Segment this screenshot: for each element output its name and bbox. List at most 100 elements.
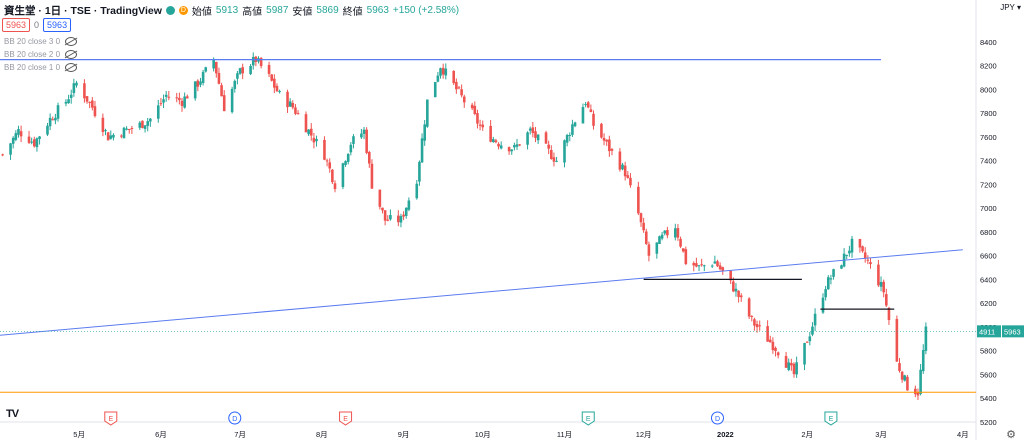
- settings-gear-icon[interactable]: ⚙: [1006, 429, 1016, 441]
- candle-body: [515, 144, 519, 147]
- candle-body: [215, 61, 218, 74]
- candle-body: [35, 138, 39, 148]
- event-label: D: [232, 416, 237, 423]
- candle-body: [304, 114, 308, 133]
- candle-body: [544, 132, 548, 144]
- candle-body: [27, 136, 31, 143]
- high-value: 5987: [266, 5, 289, 16]
- candle-body: [563, 140, 566, 163]
- candle-body: [17, 129, 20, 135]
- candle-body: [462, 96, 466, 103]
- sell-price-button[interactable]: 5963: [2, 18, 31, 32]
- candle-body: [531, 127, 535, 134]
- data-delay-icon[interactable]: D: [178, 6, 188, 15]
- candle-body: [826, 277, 830, 290]
- candle-body: [439, 68, 442, 76]
- candle-body: [381, 207, 384, 211]
- event-label: E: [829, 416, 834, 423]
- candle-body: [470, 104, 474, 109]
- candle-body: [589, 109, 593, 112]
- candle-body: [241, 67, 244, 74]
- candle-body: [19, 131, 23, 137]
- candle-body: [571, 124, 574, 135]
- indicator-legend-bb1[interactable]: BB 20 close 1 0: [4, 63, 78, 72]
- candle-body: [460, 89, 463, 96]
- candle-body: [666, 230, 669, 236]
- candle-body: [199, 81, 202, 85]
- symbol-title[interactable]: 資生堂 · 1日 · TSE · TradingView: [4, 5, 162, 17]
- y-tick-label: 5400: [980, 394, 997, 403]
- candle-body: [600, 123, 603, 138]
- candle-body: [185, 96, 189, 99]
- hidden-eye-icon[interactable]: [65, 50, 78, 59]
- candle-body: [766, 326, 769, 342]
- y-tick-label: 6200: [980, 299, 997, 308]
- candle-body: [146, 121, 150, 126]
- candle-body: [552, 157, 556, 162]
- candle-body: [259, 57, 263, 67]
- candle-body: [863, 252, 867, 259]
- x-tick-label: 2022: [717, 430, 734, 439]
- candle-body: [618, 151, 622, 170]
- candle-body: [402, 214, 405, 217]
- candle-body: [249, 65, 252, 75]
- candle-body: [534, 131, 537, 138]
- candle-body: [774, 347, 777, 352]
- candle-body: [697, 265, 701, 267]
- y-tick-label: 7400: [980, 157, 997, 166]
- candle-body: [866, 259, 870, 261]
- candle-body: [586, 102, 590, 108]
- candle-body: [861, 246, 864, 252]
- candle-body: [294, 107, 297, 114]
- candle-body: [138, 122, 142, 128]
- x-tick-label: 4月: [957, 430, 969, 439]
- earnings-event-icon: [104, 411, 118, 426]
- candle-body: [127, 128, 131, 130]
- close-value: 5963: [366, 5, 389, 16]
- hidden-eye-icon[interactable]: [65, 63, 78, 72]
- y-tick-label: 5600: [980, 370, 997, 379]
- y-tick-label: 8000: [980, 85, 997, 94]
- candle-body: [536, 134, 540, 141]
- low-value: 5869: [316, 5, 339, 16]
- currency-selector[interactable]: JPY ▾: [1000, 3, 1021, 12]
- candle-body: [54, 117, 57, 121]
- candle-body: [898, 363, 901, 371]
- indicator-legend-bb3[interactable]: BB 20 close 3 0: [4, 37, 78, 46]
- candle-body: [286, 91, 289, 108]
- candle-body: [386, 219, 390, 221]
- candle-body: [230, 88, 234, 113]
- candle-body: [787, 362, 791, 370]
- candle-body: [122, 127, 126, 139]
- candle-body: [768, 339, 772, 343]
- candle-body: [629, 177, 632, 186]
- candle-body: [204, 67, 208, 72]
- candle-body: [167, 96, 171, 98]
- candle-body: [389, 215, 392, 220]
- tradingview-logo-icon[interactable]: TV: [6, 408, 19, 420]
- candle-body: [676, 228, 680, 238]
- y-tick-label: 7200: [980, 180, 997, 189]
- candle-body: [637, 186, 640, 214]
- candle-body: [362, 129, 366, 134]
- market-open-icon: [165, 6, 175, 15]
- candle-body: [323, 139, 326, 160]
- buy-price-button[interactable]: 5963: [43, 18, 72, 32]
- candle-body: [349, 144, 353, 153]
- candle-body: [700, 264, 703, 266]
- candle-body: [378, 189, 382, 207]
- candle-body: [858, 238, 862, 248]
- candle-body: [278, 91, 281, 93]
- candle-body: [739, 295, 743, 298]
- candle-body: [491, 139, 495, 142]
- indicator-legend-bb2[interactable]: BB 20 close 2 0: [4, 50, 78, 59]
- candle-body: [673, 228, 677, 238]
- candle-body: [734, 288, 738, 292]
- candle-body: [1, 154, 4, 156]
- candle-body: [647, 244, 651, 256]
- candle-body: [404, 207, 408, 216]
- hidden-eye-icon[interactable]: [65, 37, 78, 46]
- candle-body: [9, 143, 12, 155]
- candle-body: [803, 343, 806, 365]
